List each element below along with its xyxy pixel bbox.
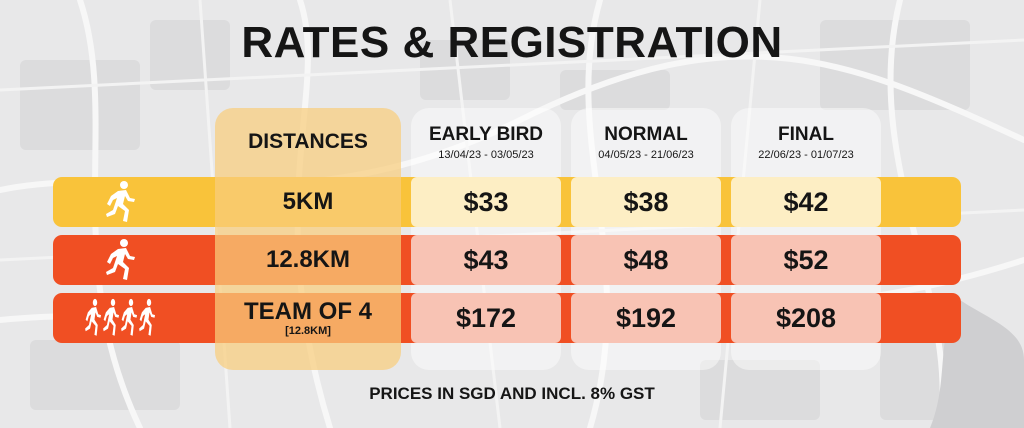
distance-name: 12.8KM xyxy=(265,246,351,274)
early-bird-label: EARLY BIRD xyxy=(428,124,544,145)
price-early-bird-team: $172 xyxy=(455,302,517,333)
final-header: FINAL 22/06/23 - 01/07/23 xyxy=(731,124,881,161)
normal-label: NORMAL xyxy=(604,124,688,145)
early-bird-header: EARLY BIRD 13/04/23 - 03/05/23 xyxy=(411,124,561,161)
price-early-bird-5km: $33 xyxy=(463,186,509,217)
price-final-team: $208 xyxy=(775,302,837,333)
runner-icon xyxy=(106,181,135,222)
price-note: PRICES IN SGD AND INCL. 8% GST xyxy=(369,384,655,403)
price-early-bird-12-8km: $43 xyxy=(463,244,509,275)
price-cell-bg xyxy=(571,293,721,343)
price-cell-bg xyxy=(411,293,561,343)
distance-name: TEAM OF 4 xyxy=(243,298,372,326)
price-normal-12-8km: $48 xyxy=(623,244,669,275)
price-cell-bg xyxy=(411,177,561,227)
normal-header: NORMAL 04/05/23 - 21/06/23 xyxy=(571,124,721,161)
distance-label-12-8km: 12.8KM xyxy=(215,235,401,285)
price-cell-bg xyxy=(571,177,721,227)
normal-dates: 04/05/23 - 21/06/23 xyxy=(598,149,694,161)
price-cell-bg xyxy=(571,235,721,285)
price-cell-bg xyxy=(731,235,881,285)
price-final-12-8km: $52 xyxy=(783,244,829,275)
price-normal-team: $192 xyxy=(615,302,677,333)
final-dates: 22/06/23 - 01/07/23 xyxy=(758,149,854,161)
distances-header: DISTANCES xyxy=(248,130,368,153)
early-bird-dates: 13/04/23 - 03/05/23 xyxy=(438,149,534,161)
distance-name: 5KM xyxy=(282,188,334,216)
price-cell-bg xyxy=(411,235,561,285)
distance-label-team-of-4: TEAM OF 4 [12.8KM] xyxy=(215,293,401,343)
price-normal-5km: $38 xyxy=(623,186,669,217)
price-cell-bg xyxy=(731,177,881,227)
distance-sub: [12.8KM] xyxy=(285,324,331,337)
distances-column-panel xyxy=(215,108,401,370)
runner-icon xyxy=(106,239,135,280)
distance-label-5km: 5KM xyxy=(215,177,401,227)
price-final-5km: $42 xyxy=(783,186,829,217)
team-runners-icon xyxy=(85,298,156,336)
page-title: RATES & REGISTRATION xyxy=(241,18,783,67)
price-cell-bg xyxy=(731,293,881,343)
final-label: FINAL xyxy=(778,124,834,145)
